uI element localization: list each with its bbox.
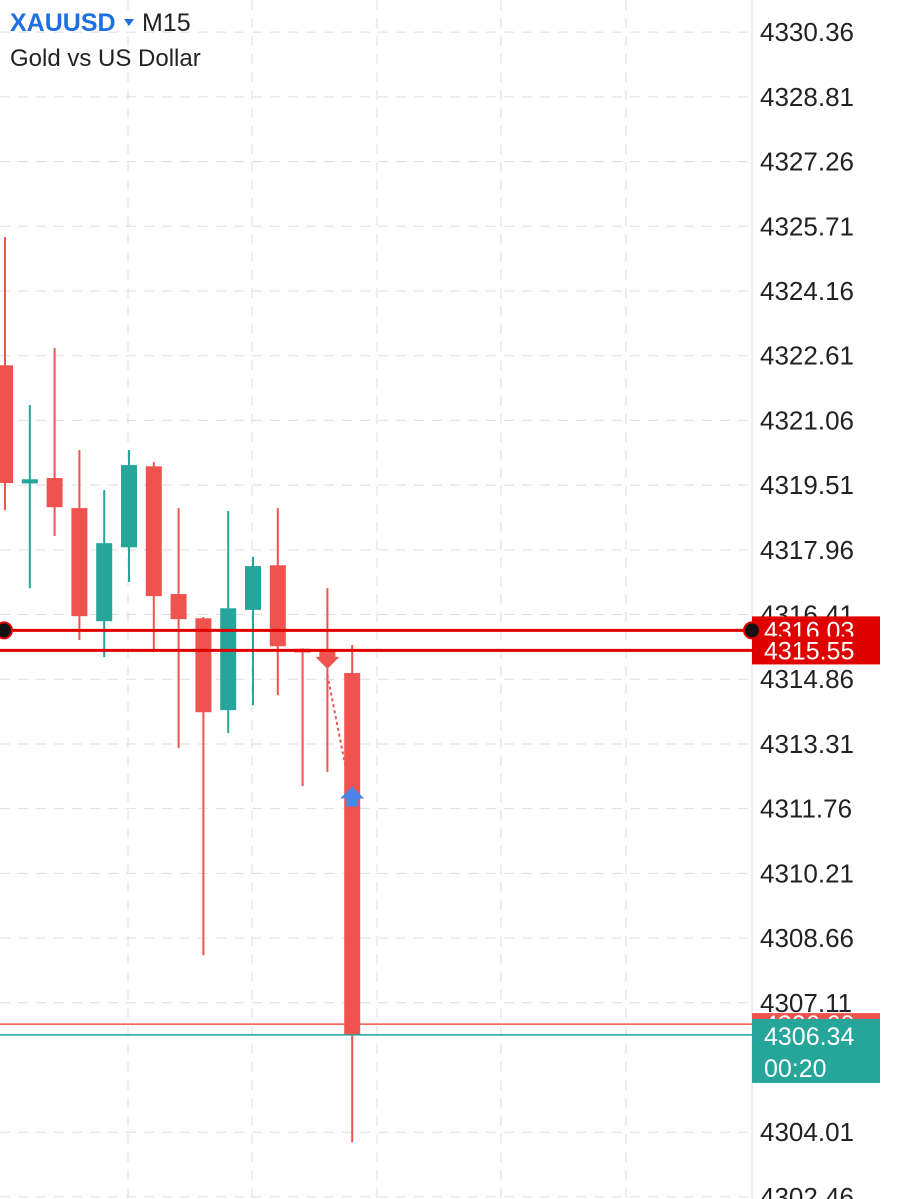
y-tick-label: 4321.06 [760,405,854,435]
candle-body [220,608,237,711]
y-tick-label: 4307.11 [760,988,852,1018]
candle-body [121,465,137,548]
candle-body [269,565,286,647]
y-tick-label: 4322.61 [760,341,854,371]
y-tick-label: 4304.01 [760,1117,854,1147]
candle-body [170,594,187,620]
candle-body [195,618,212,713]
price-tag [752,1018,880,1083]
y-tick-label: 4310.21 [760,858,854,888]
y-tick-label: 4311.76 [760,794,852,824]
candle-body [96,543,113,622]
price-tag [752,636,880,665]
timeframe: M15 [142,9,191,37]
price-tag-label: 4315.55 [764,637,854,665]
y-tick-label: 4313.31 [760,729,854,759]
line-handle [743,621,761,640]
y-tick-label: 4314.86 [760,664,854,694]
y-tick-label: 4324.16 [760,276,854,306]
y-tick-label: 4319.51 [760,470,854,500]
subtitle: Gold vs US Dollar [10,45,201,72]
candle-body [0,365,13,484]
y-tick-label: 4302.46 [760,1182,854,1199]
y-tick-label: 4308.66 [760,923,854,953]
y-tick-label: 4328.81 [760,82,854,112]
trade-marker [340,786,365,807]
y-tick-label: 4330.36 [760,17,854,47]
price-tag-label: 4306.34 [764,1023,854,1051]
y-tick-label: 4327.26 [760,147,854,177]
candle-body [71,508,88,617]
dropdown-arrow [124,19,134,26]
candle-body [21,479,38,484]
candle-body [344,672,361,1035]
countdown: 00:20 [764,1055,827,1083]
trade-marker [315,648,340,669]
candle-body [145,466,162,597]
symbol-title[interactable]: XAUUSD [10,9,116,37]
y-tick-label: 4325.71 [760,211,854,241]
candle-body [245,566,261,610]
candle-body [46,478,63,508]
y-tick-label: 4317.96 [760,535,854,565]
line-handle [0,621,13,640]
price-axis-bg [752,0,905,1199]
